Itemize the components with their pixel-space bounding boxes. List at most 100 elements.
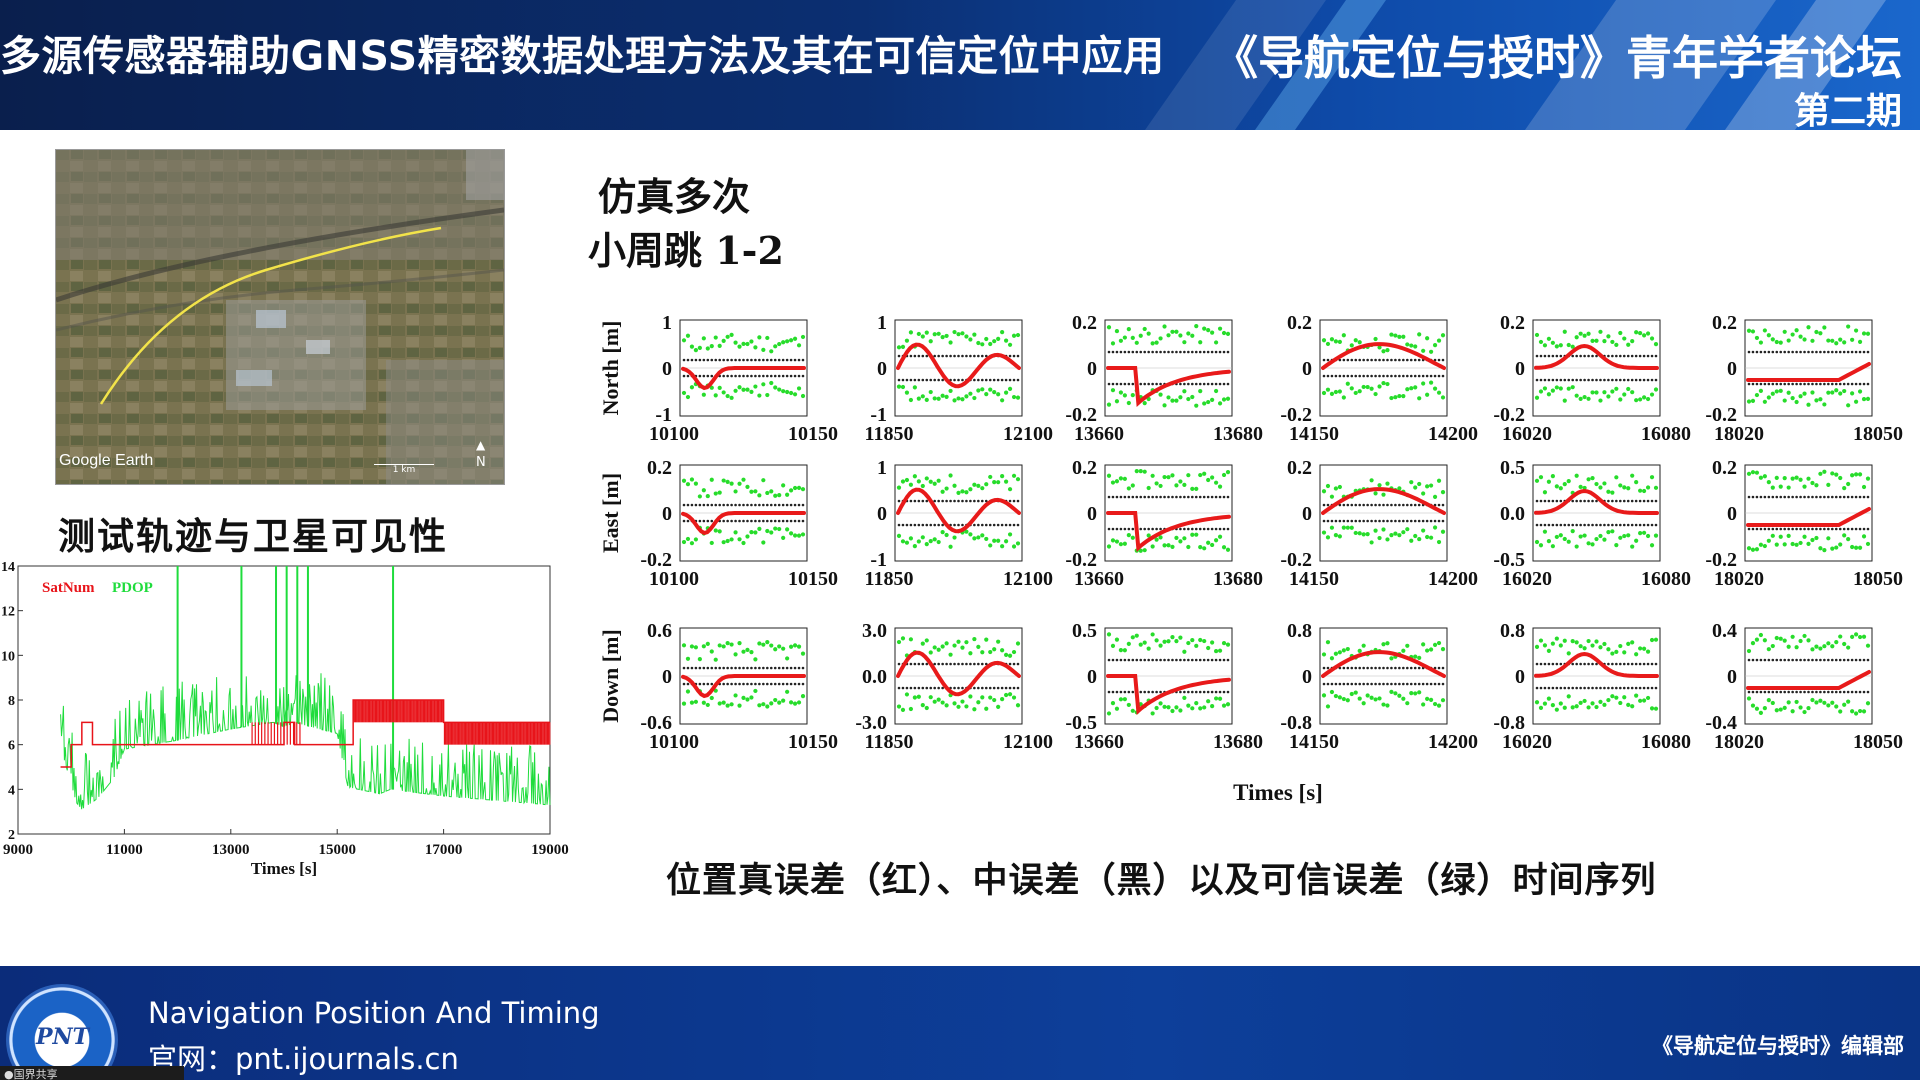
trusted-point: [1610, 389, 1615, 394]
trusted-point: [1337, 650, 1342, 655]
std-point: [1398, 374, 1401, 378]
trusted-point: [1758, 388, 1763, 393]
trusted-point: [1826, 338, 1831, 343]
std-point: [1823, 382, 1826, 386]
std-point: [913, 662, 917, 666]
x-axis-label: Times [s]: [1233, 780, 1323, 805]
std-point: [1322, 503, 1326, 507]
trusted-point: [1122, 541, 1127, 546]
trusted-point: [896, 704, 902, 709]
std-point: [1575, 662, 1578, 666]
trusted-point: [1409, 691, 1414, 696]
std-point: [1858, 690, 1862, 694]
trusted-point: [1146, 331, 1151, 336]
trusted-point: [1397, 334, 1402, 339]
std-point: [977, 686, 980, 690]
std-point: [1382, 503, 1385, 507]
std-point: [921, 686, 925, 690]
trusted-point: [1361, 532, 1366, 537]
trusted-point: [1770, 533, 1775, 538]
std-point: [1183, 527, 1186, 531]
std-point: [781, 666, 785, 670]
y-tick-label: 0.0: [1500, 503, 1525, 525]
satellite-map: Google Earth 1 km ▲ N: [55, 149, 505, 485]
trusted-point: [1007, 487, 1013, 492]
trusted-point: [1838, 391, 1843, 396]
trusted-point: [1217, 648, 1223, 653]
std-point: [1421, 682, 1425, 686]
std-point: [1429, 374, 1433, 378]
trusted-point: [916, 331, 921, 337]
trusted-point: [1210, 640, 1215, 645]
trusted-point: [749, 695, 754, 700]
true-error-curve: [681, 674, 806, 699]
std-point: [1012, 378, 1016, 382]
std-point: [981, 378, 984, 382]
taskbar-overlay[interactable]: ●国界共享: [0, 1066, 184, 1080]
y-tick-label: 0.2: [1712, 457, 1737, 479]
std-point: [1795, 527, 1798, 531]
std-point: [1831, 658, 1834, 662]
std-point: [1214, 690, 1218, 694]
std-point: [1386, 682, 1389, 686]
std-point: [734, 358, 737, 362]
trusted-point: [1397, 533, 1402, 538]
trusted-point: [749, 339, 754, 344]
std-point: [1123, 495, 1127, 499]
trusted-point: [1389, 533, 1394, 538]
std-point: [1409, 503, 1413, 507]
std-point: [1759, 658, 1763, 662]
journal-website[interactable]: 官网：pnt.ijournals.cn: [148, 1042, 459, 1076]
std-point: [1441, 666, 1445, 670]
trusted-point: [721, 644, 726, 649]
trusted-point: [948, 473, 953, 478]
trusted-point: [792, 336, 798, 341]
std-point: [1607, 686, 1610, 690]
trusted-point: [769, 349, 774, 354]
trusted-point: [968, 694, 973, 699]
trusted-point: [976, 535, 981, 540]
std-point: [1210, 658, 1214, 662]
std-point: [1135, 495, 1139, 499]
x-tick-label: 10100: [649, 731, 699, 753]
std-point: [1551, 499, 1555, 503]
std-point: [1775, 382, 1779, 386]
y-tick-label: -0.4: [1705, 712, 1737, 734]
std-point: [1358, 682, 1361, 686]
trusted-point: [1110, 341, 1116, 346]
trusted-point: [920, 703, 925, 708]
std-point: [1842, 350, 1846, 354]
std-point: [722, 519, 725, 523]
std-point: [730, 519, 733, 523]
std-point: [1111, 527, 1115, 531]
trusted-point: [1000, 697, 1005, 702]
trusted-point: [1007, 653, 1013, 658]
trusted-point: [1214, 480, 1219, 485]
std-point: [1862, 658, 1866, 662]
trusted-point: [1138, 333, 1143, 338]
std-point: [1834, 350, 1838, 354]
std-point: [1827, 690, 1830, 694]
trusted-point: [932, 396, 937, 401]
trusted-point: [1865, 643, 1871, 648]
trusted-point: [1618, 700, 1623, 706]
std-point: [1171, 350, 1174, 354]
trusted-point: [1578, 331, 1583, 336]
std-point: [714, 358, 718, 362]
std-point: [1330, 519, 1334, 523]
trusted-point: [932, 699, 937, 704]
trusted-point: [1385, 703, 1390, 708]
trusted-point: [1594, 338, 1599, 343]
std-point: [901, 523, 905, 527]
std-point: [1210, 690, 1214, 694]
std-point: [1579, 354, 1582, 358]
std-point: [917, 662, 921, 666]
std-point: [1322, 358, 1326, 362]
std-point: [1386, 503, 1389, 507]
x-tick-label: 18020: [1714, 731, 1764, 753]
std-point: [905, 378, 909, 382]
trusted-point: [1649, 336, 1655, 341]
x-tick-label: 18050: [1853, 423, 1903, 445]
